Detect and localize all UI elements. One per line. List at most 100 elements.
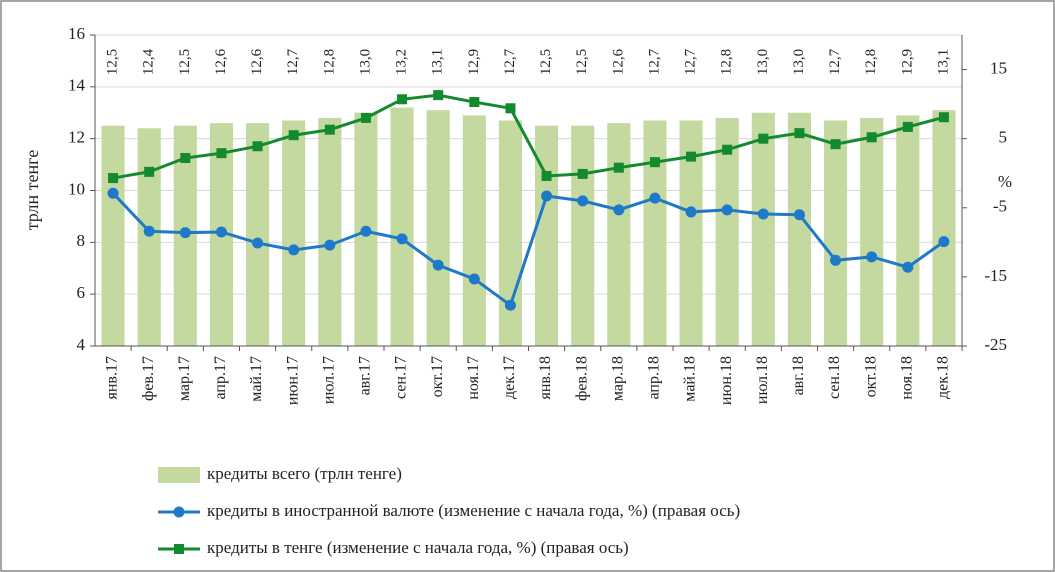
bar-value-label: 12,5 <box>105 49 121 75</box>
bar-value-label: 13,0 <box>357 49 373 75</box>
bar <box>318 117 342 346</box>
bar-value-label: 12,9 <box>466 49 482 75</box>
bar-value-label: 13,2 <box>394 49 410 75</box>
marker <box>649 157 660 168</box>
legend-marker <box>174 544 184 554</box>
marker <box>360 225 372 237</box>
marker <box>288 244 300 256</box>
marker <box>432 259 444 271</box>
x-tick-label: апр.18 <box>646 356 663 399</box>
bar-value-label: 13,1 <box>430 49 446 75</box>
marker <box>504 299 516 311</box>
bar <box>715 117 739 346</box>
marker <box>722 144 733 155</box>
marker <box>469 97 480 108</box>
x-tick-label: фев.18 <box>573 356 590 401</box>
marker <box>144 166 155 177</box>
x-tick-label: янв.17 <box>104 356 121 399</box>
bar-value-label: 12,8 <box>863 49 879 75</box>
x-tick-label: сен.18 <box>826 356 843 399</box>
marker <box>179 227 191 239</box>
bar <box>498 120 522 347</box>
x-tick-label: дек.17 <box>501 356 518 399</box>
marker <box>866 251 878 263</box>
marker <box>830 139 841 150</box>
y-tick-label: 14 <box>68 76 86 95</box>
x-tick-label: ноя.17 <box>465 356 482 400</box>
bar-value-label: 12,6 <box>213 48 229 75</box>
x-tick-label: май.18 <box>682 356 699 402</box>
legend-label: кредиты в тенге (изменение с начала года… <box>207 538 629 557</box>
x-tick-label: янв.18 <box>537 356 554 399</box>
marker <box>541 190 553 202</box>
y2-tick-label: -15 <box>984 266 1007 285</box>
x-tick-label: авг.17 <box>357 356 374 395</box>
x-tick-label: мар.18 <box>609 356 626 401</box>
marker <box>360 112 371 123</box>
y-tick-label: 10 <box>68 179 85 198</box>
line <box>111 192 945 308</box>
marker <box>252 237 264 249</box>
bar <box>246 123 270 346</box>
bar <box>896 115 920 346</box>
legend-marker <box>173 506 185 518</box>
y-tick-label: 8 <box>77 231 86 250</box>
marker <box>649 192 661 204</box>
marker <box>107 187 119 199</box>
marker <box>288 130 299 141</box>
bar <box>787 112 811 346</box>
bar-value-label: 12,5 <box>538 49 554 75</box>
bar <box>426 110 450 347</box>
marker <box>613 162 624 173</box>
x-tick-label: окт.18 <box>862 356 879 397</box>
bar-value-label: 13,0 <box>791 49 807 75</box>
x-tick-label: мар.17 <box>176 356 193 401</box>
legend-label: кредиты в иностранной валюте (изменение … <box>207 501 740 520</box>
bar-value-label: 13,1 <box>935 49 951 75</box>
x-tick-label: июн.17 <box>284 356 301 405</box>
bar <box>462 115 486 346</box>
marker <box>577 195 589 207</box>
bar-value-label: 12,6 <box>249 48 265 75</box>
marker <box>216 148 227 159</box>
bar-value-label: 12,7 <box>502 48 518 75</box>
bar-value-label: 12,5 <box>177 49 193 75</box>
marker <box>685 206 697 218</box>
bar <box>679 120 703 347</box>
bar-value-label: 12,7 <box>285 48 301 75</box>
bar <box>860 117 884 346</box>
marker <box>902 261 914 273</box>
bar-value-label: 12,7 <box>646 48 662 75</box>
bar <box>101 125 125 346</box>
bar <box>824 120 848 347</box>
y2-tick-label: 5 <box>999 128 1008 147</box>
marker <box>830 254 842 266</box>
marker <box>938 112 949 123</box>
bar <box>643 120 667 347</box>
y2-tick-label: 15 <box>990 58 1007 77</box>
marker <box>505 103 516 114</box>
bar <box>390 107 414 346</box>
bar <box>137 128 161 346</box>
x-tick-label: май.17 <box>248 356 265 402</box>
marker <box>793 209 805 221</box>
marker <box>324 239 336 251</box>
marker <box>180 153 191 164</box>
legend-label: кредиты всего (трлн тенге) <box>207 464 402 483</box>
x-tick-label: апр.17 <box>212 356 229 399</box>
bar <box>282 120 306 347</box>
bar <box>607 123 631 346</box>
bar-value-label: 12,6 <box>610 48 626 75</box>
marker <box>866 132 877 143</box>
line <box>112 93 945 180</box>
marker <box>721 204 733 216</box>
y2-tick-label: -5 <box>993 197 1007 216</box>
bar <box>535 125 559 346</box>
y-tick-label: 16 <box>68 24 85 43</box>
marker <box>758 133 769 144</box>
marker <box>794 128 805 139</box>
y2-axis-label: % <box>998 172 1012 191</box>
bar-value-label: 13,0 <box>755 49 771 75</box>
marker <box>541 170 552 181</box>
